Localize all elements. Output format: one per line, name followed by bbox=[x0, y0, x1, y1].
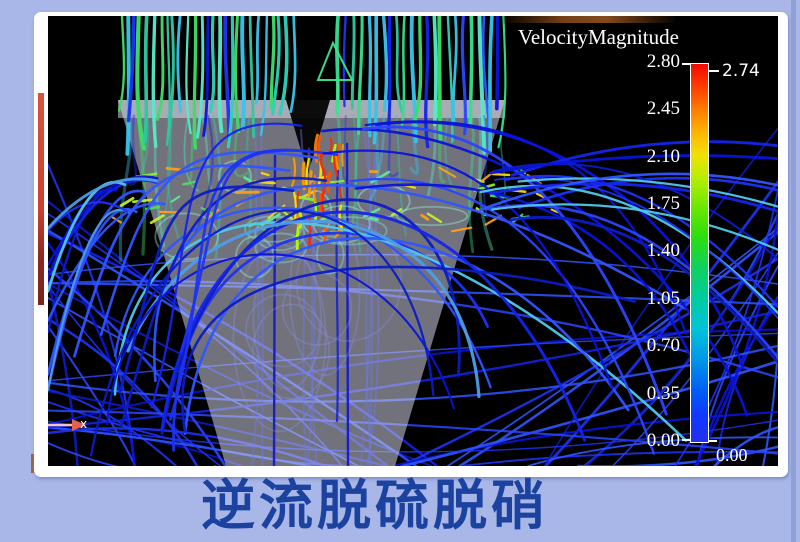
colorbar-tick-label: 1.40 bbox=[646, 240, 680, 261]
top-boundary-sliver bbox=[503, 16, 675, 23]
colorbar-tick-label: 0.70 bbox=[646, 335, 680, 356]
left-red-stripe bbox=[38, 93, 44, 305]
colorbar-tick-label: 0.00 bbox=[646, 430, 680, 451]
colorbar-bottom-tick bbox=[682, 439, 690, 441]
slide-right-edge bbox=[791, 0, 796, 542]
max-marker-tick bbox=[709, 70, 719, 72]
colorbar-tick-label: 1.75 bbox=[646, 193, 680, 214]
min-value-label: 0.00 bbox=[716, 445, 748, 465]
colorbar-tick-label: 1.05 bbox=[646, 288, 680, 309]
colorbar-gradient bbox=[690, 63, 709, 443]
streamline-plot bbox=[48, 16, 778, 466]
colorbar-tick-label: 2.45 bbox=[646, 98, 680, 119]
cfd-viewport: VelocityMagnitude 2.80 2.45 2.10 1.75 1.… bbox=[48, 16, 778, 466]
colorbar-title: VelocityMagnitude bbox=[518, 25, 679, 49]
min-marker-tick bbox=[709, 440, 717, 442]
x-axis-label: x bbox=[80, 417, 88, 431]
colorbar-tick-label: 2.80 bbox=[646, 51, 680, 72]
slide-caption: 逆流脱硫脱硝 bbox=[201, 476, 549, 536]
colorbar-tick-label: 0.35 bbox=[646, 383, 680, 404]
colorbar-tick-label: 2.10 bbox=[646, 146, 680, 167]
max-value-label: 2.74 bbox=[722, 61, 760, 81]
x-axis-arrow-icon bbox=[48, 419, 86, 431]
colorbar-top-tick bbox=[682, 63, 690, 65]
